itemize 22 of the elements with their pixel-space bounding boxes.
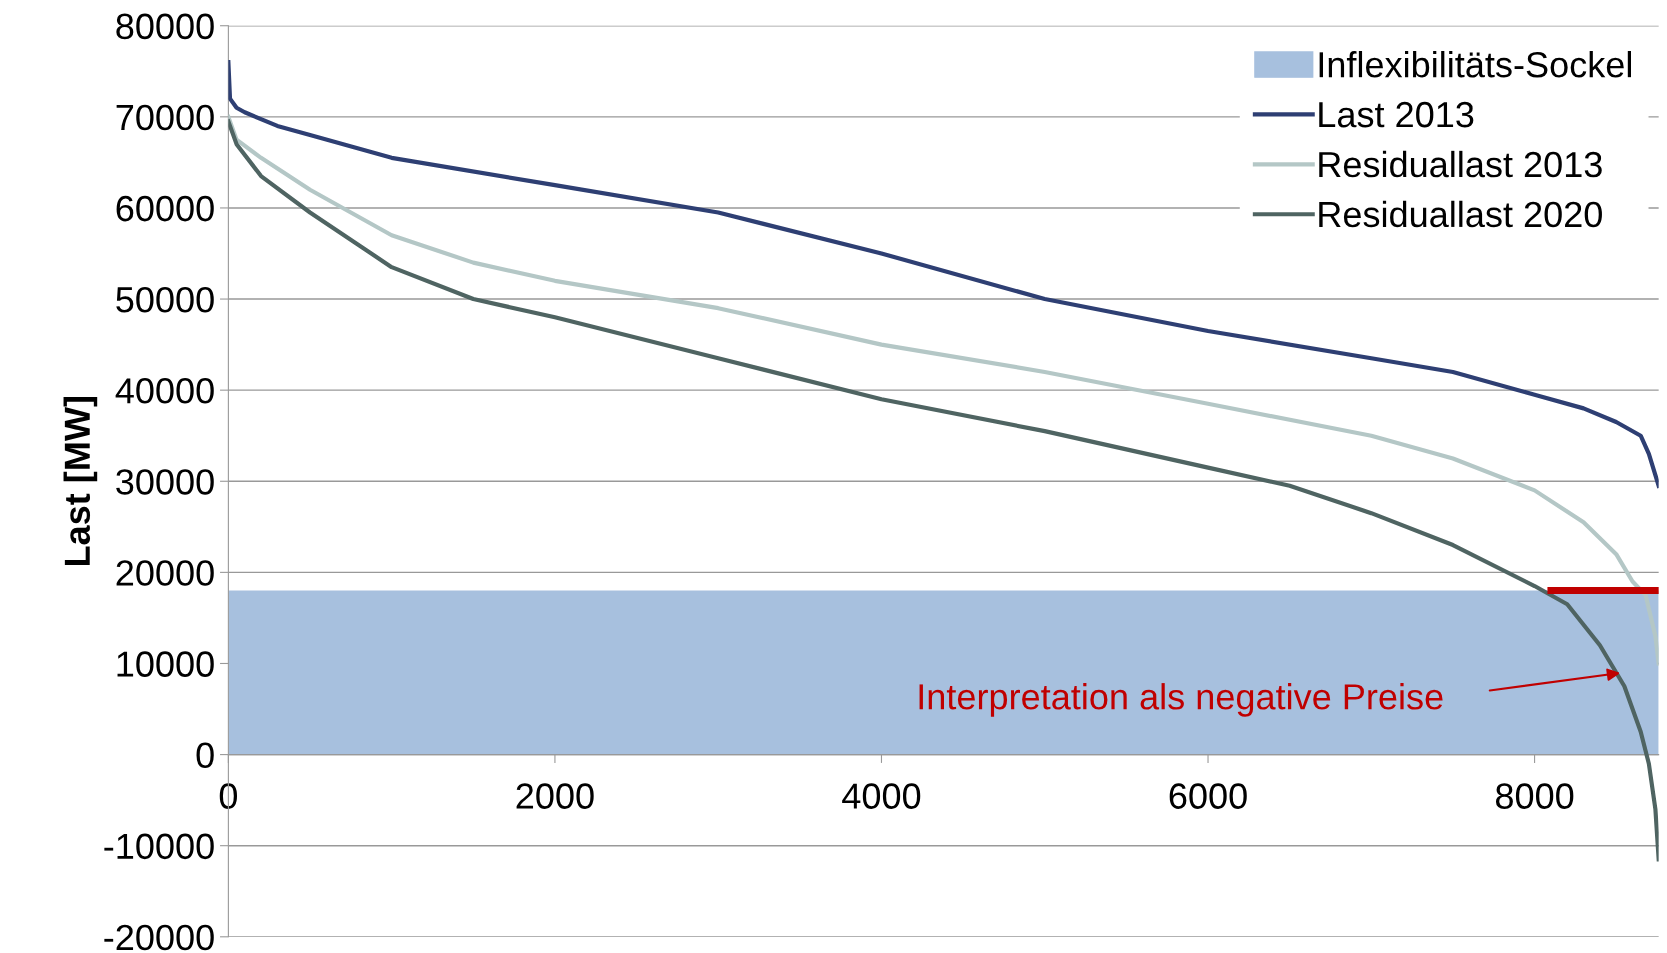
y-tick-label: -20000 <box>104 924 214 951</box>
x-tick-label: 4000 <box>842 783 921 809</box>
x-tick-label: 6000 <box>1169 783 1247 809</box>
y-tick-label: 40000 <box>115 378 214 404</box>
annotation: Interpretation als negative Preise <box>919 683 1443 717</box>
y-tick-label: 30000 <box>116 469 214 495</box>
legend-label: Last 2013 <box>1319 101 1474 128</box>
y-tick-label: 20000 <box>116 560 214 586</box>
legend-label: Residuallast 2020 <box>1319 200 1602 228</box>
legend-label: Inflexibilitäts-Sockel <box>1319 51 1631 78</box>
y-tick-label: 80000 <box>116 13 214 40</box>
y-tick-label: 70000 <box>116 104 214 131</box>
x-tick-label: 0 <box>219 783 238 809</box>
y-tick-label: 50000 <box>116 286 214 313</box>
y-tick-label: 0 <box>196 742 214 769</box>
legend-label: Residuallast 2013 <box>1319 150 1602 178</box>
y-tick-label: 10000 <box>117 651 214 677</box>
x-tick-label: 8000 <box>1495 783 1574 809</box>
y-tick-label: 60000 <box>116 195 214 222</box>
y-tick-label: -10000 <box>104 833 214 860</box>
y-axis-title: Last [MW] <box>63 397 98 566</box>
x-tick-label: 2000 <box>516 783 594 809</box>
